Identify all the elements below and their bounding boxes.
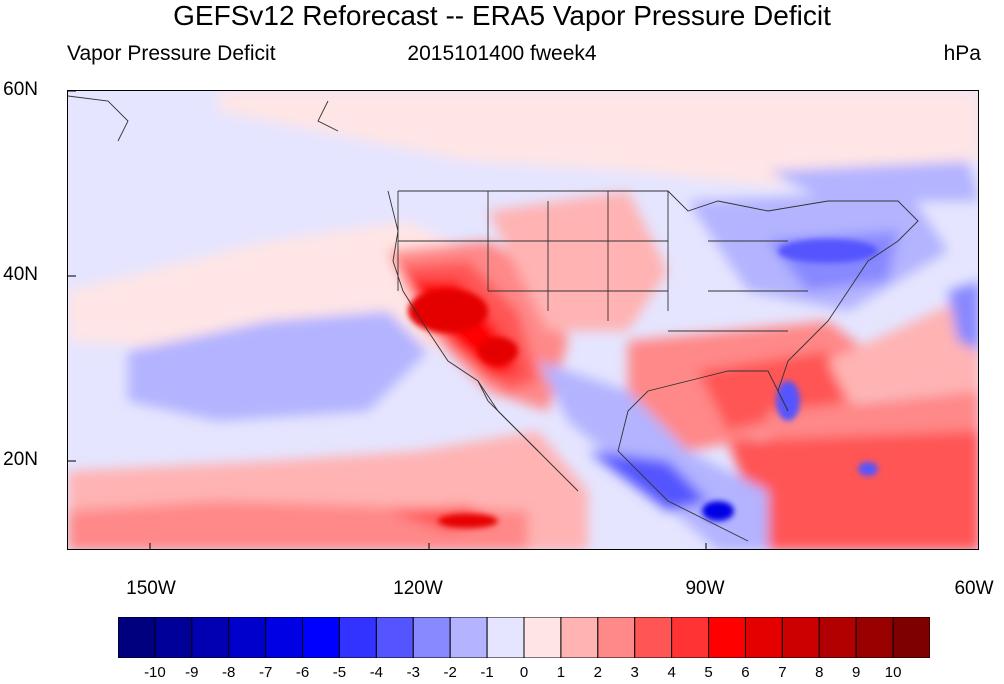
colorbar-tick-label: -4 (369, 664, 384, 681)
plot-title: GEFSv12 Reforecast -- ERA5 Vapor Pressur… (173, 0, 831, 31)
colorbar-tick-label: 7 (778, 664, 787, 681)
colorbar-swatch (634, 617, 673, 658)
colorbar-tick-label: -7 (258, 664, 273, 681)
colorbar-tick-label: -5 (332, 664, 347, 681)
vpd-map-svg (68, 91, 978, 549)
colorbar-swatch (486, 617, 525, 658)
colorbar-tick-label: -1 (480, 664, 494, 681)
colorbar-swatch (597, 617, 636, 658)
colorbar-swatch (412, 617, 451, 658)
colorbar-swatch (671, 617, 710, 658)
variable-label: Vapor Pressure Deficit (67, 42, 276, 65)
colorbar-swatch (855, 617, 894, 658)
colorbar-tick-label: -8 (222, 664, 236, 681)
lon-label-150w: 150W (126, 578, 176, 599)
colorbar-tick-label: 5 (704, 664, 713, 681)
lat-label-60n: 60N (3, 79, 38, 100)
colorbar-swatch (818, 617, 857, 658)
colorbar-swatch (708, 617, 746, 658)
lon-label-120w: 120W (393, 578, 443, 599)
lat-label-20n: 20N (3, 449, 38, 470)
date-label: 2015101400 fweek4 (407, 42, 597, 65)
colorbar-tick-label: -6 (295, 664, 310, 681)
colorbar-tick-label: -2 (443, 664, 457, 681)
vpd-map (67, 90, 979, 550)
colorbar-swatch (228, 617, 267, 658)
colorbar-swatch (449, 617, 488, 658)
field-detail (408, 239, 878, 528)
colorbar-swatch (154, 617, 193, 658)
colorbar-tick-label: 8 (815, 664, 824, 681)
colorbar-swatch (560, 617, 599, 658)
colorbar-tick-label: 3 (630, 664, 639, 681)
colorbar-swatch (375, 617, 414, 658)
lon-label-90w: 90W (685, 578, 725, 599)
colorbar (118, 617, 930, 658)
colorbar-swatch (523, 617, 562, 658)
colorbar-tick-label: 9 (852, 664, 861, 681)
colorbar-tick-label: -10 (144, 664, 166, 681)
units-label: hPa (943, 42, 981, 65)
coastlines (68, 95, 919, 542)
colorbar-tick-label: -3 (406, 664, 420, 681)
colorbar-tick-label: 10 (884, 664, 902, 681)
colorbar-swatch (892, 617, 930, 658)
colorbar-tick-label: 0 (519, 664, 529, 681)
colorbar-swatch (118, 617, 156, 658)
colorbar-swatch (265, 617, 304, 658)
colorbar-swatch (744, 617, 783, 658)
colorbar-swatch (191, 617, 230, 658)
colorbar-swatch (338, 617, 377, 658)
colorbar-tick-label: -9 (185, 664, 199, 681)
colorbar-tick-label: 2 (593, 664, 602, 681)
colorbar-tick-label: 6 (741, 664, 750, 681)
colorbar-tick-label: 4 (667, 664, 676, 681)
colorbar-tick-label: 1 (556, 664, 566, 681)
lat-label-40n: 40N (3, 264, 38, 285)
lon-label-60w: 60W (954, 578, 994, 599)
axis-ticks (68, 91, 707, 549)
colorbar-swatch (781, 617, 820, 658)
colorbar-swatch (302, 617, 340, 658)
